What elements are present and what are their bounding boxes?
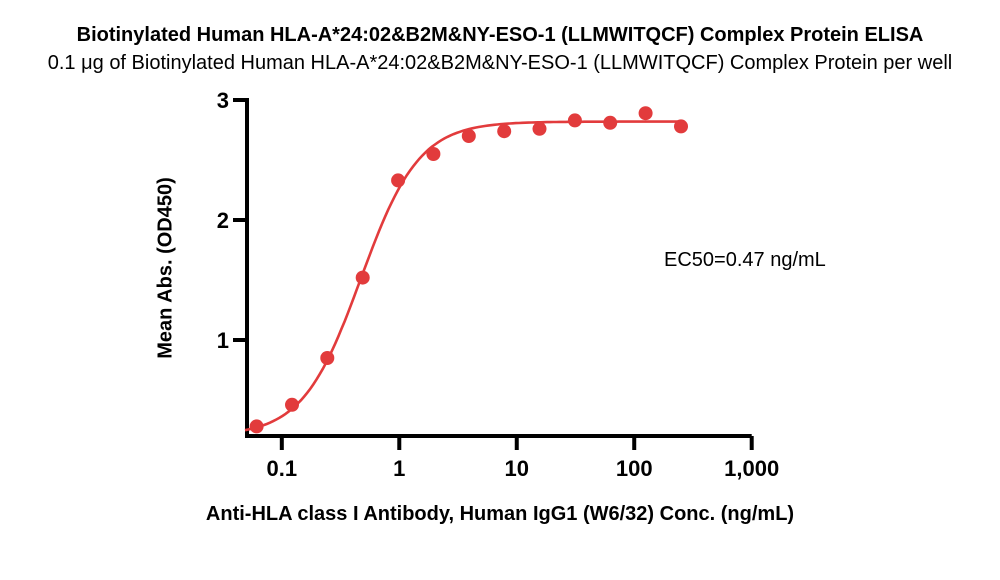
x-tick-label: 10 (505, 456, 529, 481)
x-tick-label: 0.1 (267, 456, 298, 481)
data-point (674, 119, 688, 134)
data-points-group (249, 106, 688, 434)
data-point (391, 173, 406, 188)
data-point (567, 113, 582, 128)
data-point (461, 129, 476, 143)
tick-labels: 0.1 1 10 100 1,000 1 2 3 (217, 88, 779, 481)
x-tick-label: 1 (393, 456, 405, 481)
fit-curve (244, 120, 681, 432)
y-tick-label: 2 (217, 208, 229, 233)
fit-curve-group (244, 120, 681, 432)
tick-marks (233, 98, 754, 450)
x-axis-label: Anti-HLA class I Antibody, Human IgG1 (W… (205, 503, 795, 525)
data-point (497, 124, 512, 139)
y-tick-label: 3 (217, 88, 229, 113)
y-tick-label: 1 (217, 328, 229, 353)
data-point (426, 147, 441, 161)
x-tick-label: 1,000 (724, 456, 779, 481)
data-point (603, 115, 618, 130)
data-point (285, 397, 299, 412)
data-point (355, 270, 370, 285)
chart-title: Biotinylated Human HLA-A*24:02&B2M&NY-ES… (76, 24, 924, 46)
axes (245, 98, 752, 438)
chart-subtitle: 0.1 μg of Biotinylated Human HLA-A*24:02… (47, 52, 953, 74)
data-point (532, 121, 547, 136)
data-point (638, 106, 653, 121)
data-point (249, 419, 264, 434)
y-axis-label: Mean Abs. (OD450) (154, 177, 177, 359)
x-tick-label: 100 (616, 456, 653, 481)
ec50-annotation: EC50=0.47 ng/mL (664, 249, 826, 271)
data-point (320, 351, 335, 365)
